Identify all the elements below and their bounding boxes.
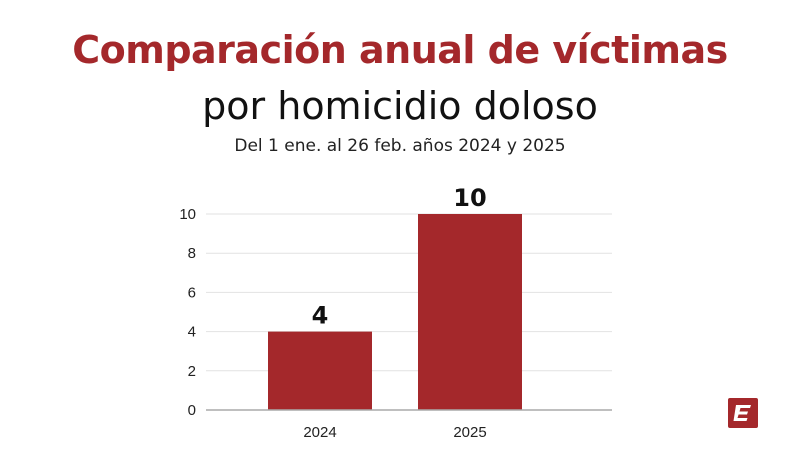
bars [268,214,522,410]
grid-lines [206,213,612,372]
x-category-label: 2025 [453,424,486,441]
data-label-2025: 10 [453,184,486,212]
y-axis-ticks: 0 2 4 6 8 10 [179,206,196,419]
y-tick-label: 10 [179,206,196,223]
y-tick-label: 6 [188,284,196,301]
data-labels: 4 10 [312,184,487,330]
chart-date-range: Del 1 ene. al 26 feb. años 2024 y 2025 [234,136,566,156]
x-axis-labels: 2024 2025 [303,424,486,441]
bar-2024 [268,331,372,410]
chart-subtitle: por homicidio doloso [202,84,598,128]
bar-2025 [418,214,522,410]
y-tick-label: 4 [188,324,196,341]
y-tick-label: 0 [188,402,196,419]
data-label-2024: 4 [312,302,329,330]
publisher-logo-icon [728,398,758,428]
x-category-label: 2024 [303,424,336,441]
y-tick-label: 2 [188,363,196,380]
chart-title: Comparación anual de víctimas [72,28,728,72]
y-tick-label: 8 [188,245,196,262]
